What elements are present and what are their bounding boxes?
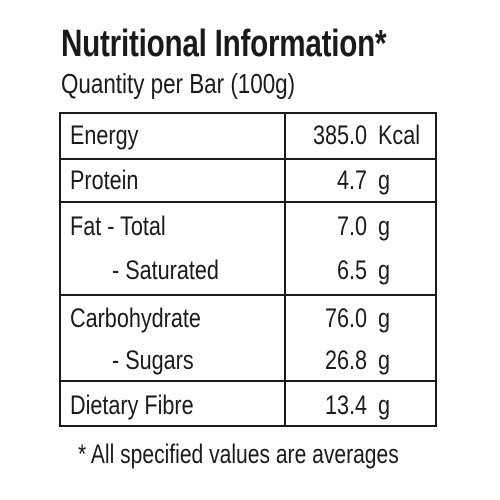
row-unit-energy: Kcal: [378, 119, 420, 151]
row-divider: [61, 380, 435, 382]
row-value-energy: 385.0: [279, 119, 367, 151]
row-value-carbohydrate: 76.0: [279, 302, 367, 334]
row-label-fat-total: Fat - Total: [70, 210, 166, 242]
row-value-saturated: 6.5: [279, 254, 367, 286]
row-label-dietary-fibre: Dietary Fibre: [70, 389, 194, 421]
row-value-fat-total: 7.0: [279, 210, 367, 242]
row-unit-dietary-fibre: g: [378, 389, 390, 421]
row-unit-protein: g: [378, 164, 390, 196]
nutrition-table: Energy 385.0 Kcal Protein 4.7 g Fat - To…: [59, 112, 437, 427]
row-label-energy: Energy: [70, 119, 138, 151]
row-value-protein: 4.7: [279, 164, 367, 196]
row-unit-sugars: g: [378, 344, 390, 376]
row-label-sugars: - Sugars: [112, 344, 194, 376]
panel-title: Nutritional Information*: [61, 22, 389, 66]
row-label-carbohydrate: Carbohydrate: [70, 302, 201, 334]
row-unit-fat-total: g: [378, 210, 390, 242]
row-label-saturated: - Saturated: [112, 254, 219, 286]
row-divider: [61, 158, 435, 160]
serving-subtitle: Quantity per Bar (100g): [61, 67, 295, 101]
footnote: * All specified values are averages: [78, 438, 399, 470]
row-value-dietary-fibre: 13.4: [279, 389, 367, 421]
row-divider: [61, 294, 435, 296]
row-divider: [61, 201, 435, 203]
row-value-sugars: 26.8: [279, 344, 367, 376]
row-unit-saturated: g: [378, 254, 390, 286]
row-unit-carbohydrate: g: [378, 302, 390, 334]
row-label-protein: Protein: [70, 164, 138, 196]
